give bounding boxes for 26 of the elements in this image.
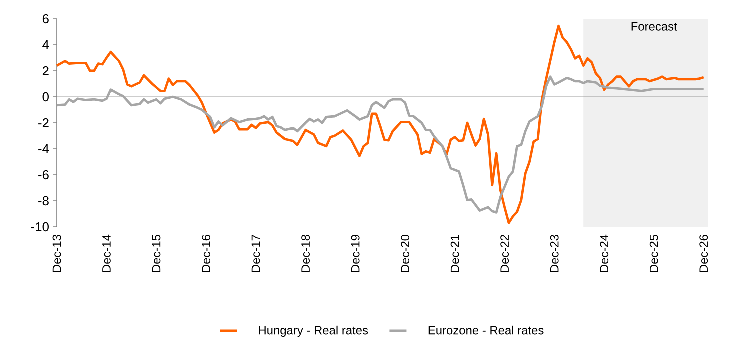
- y-tick-label: 6: [42, 14, 49, 24]
- x-tick-label: Dec-18: [302, 235, 310, 272]
- x-tick-label: Dec-21: [450, 235, 460, 272]
- x-tick-label: Dec-19: [351, 235, 360, 272]
- y-tick-label: 4: [42, 40, 50, 50]
- x-tick-label: Dec-15: [152, 235, 161, 272]
- x-tick-label: Dec-17: [252, 235, 260, 272]
- y-tick-label: -8: [38, 196, 49, 206]
- x-tick-label: Dec-13: [52, 235, 62, 272]
- y-tick-label: -2: [38, 118, 49, 128]
- legend-label: Eurozone - Real rates: [428, 326, 544, 335]
- band-label: Forecast: [632, 22, 678, 31]
- x-tick-label: Dec-20: [401, 234, 410, 272]
- x-tick-label: Dec-24: [600, 234, 609, 272]
- y-tick-label: -4: [38, 144, 50, 154]
- x-tick-label: Dec-23: [550, 235, 559, 272]
- y-tick-label: -10: [31, 222, 49, 232]
- x-tick-label: Dec-26: [700, 235, 708, 272]
- x-tick-label: Dec-14: [102, 234, 111, 272]
- x-tick-label: Dec-25: [650, 235, 658, 272]
- x-tick-label: Dec-22: [500, 235, 510, 272]
- y-tick-label: 0: [42, 92, 49, 102]
- legend-label: Hungary - Real rates: [259, 326, 368, 338]
- y-tick-label: -6: [38, 170, 49, 180]
- x-tick-label: Dec-16: [202, 235, 210, 272]
- y-tick-label: 2: [42, 66, 49, 76]
